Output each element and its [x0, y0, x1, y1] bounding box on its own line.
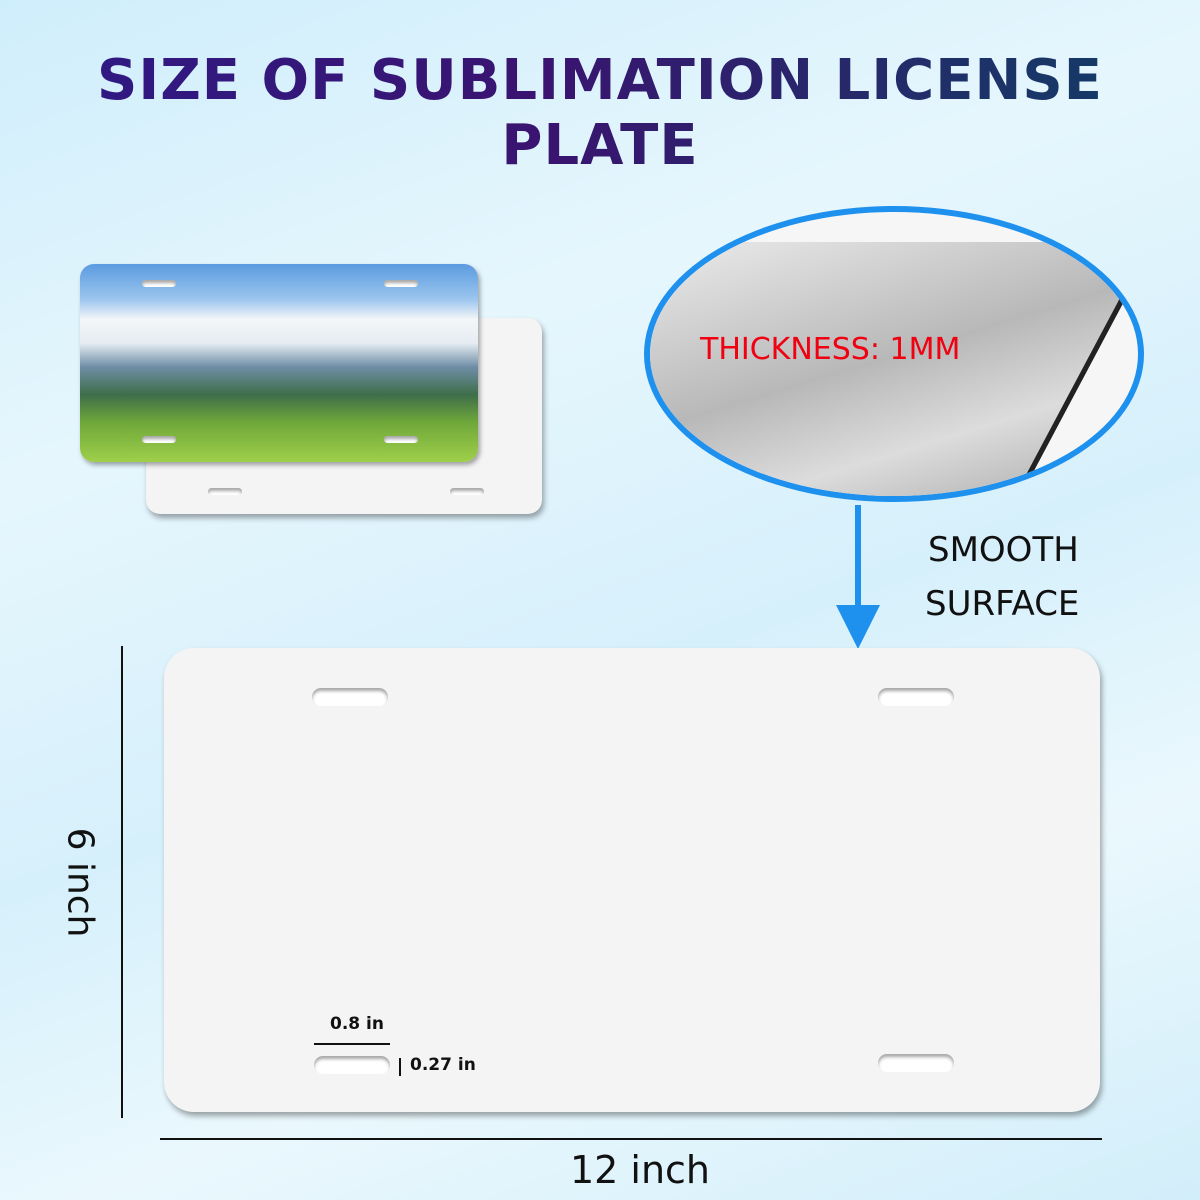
smooth-label: SMOOTH — [928, 530, 1079, 570]
mounting-slot — [314, 1056, 390, 1074]
mounting-slot — [878, 688, 954, 706]
height-dimension-arrow — [121, 646, 123, 1118]
mounting-slot — [878, 1054, 954, 1072]
arrow-head — [836, 605, 880, 649]
width-label: 12 inch — [569, 1148, 711, 1192]
thickness-zoom-callout — [644, 206, 1144, 502]
surface-label: SURFACE — [925, 584, 1080, 624]
metal-edge-image — [650, 242, 1138, 496]
printed-photo-plate — [80, 264, 478, 462]
mounting-slot — [312, 688, 388, 706]
page-title: SIZE OF SUBLIMATION LICENSE PLATE — [0, 48, 1200, 178]
width-dimension-arrow — [160, 1138, 1102, 1140]
main-blank-plate: 0.8 in 0.27 in — [164, 648, 1100, 1112]
height-label: 6 inch — [59, 827, 101, 938]
arrow-down-icon — [855, 505, 861, 610]
thickness-label: THICKNESS: 1MM — [700, 332, 961, 367]
slot-width-label: 0.8 in — [330, 1014, 384, 1034]
slot-height-marker — [399, 1058, 401, 1076]
slot-width-arrow — [314, 1043, 390, 1045]
slot-height-label: 0.27 in — [410, 1055, 476, 1075]
